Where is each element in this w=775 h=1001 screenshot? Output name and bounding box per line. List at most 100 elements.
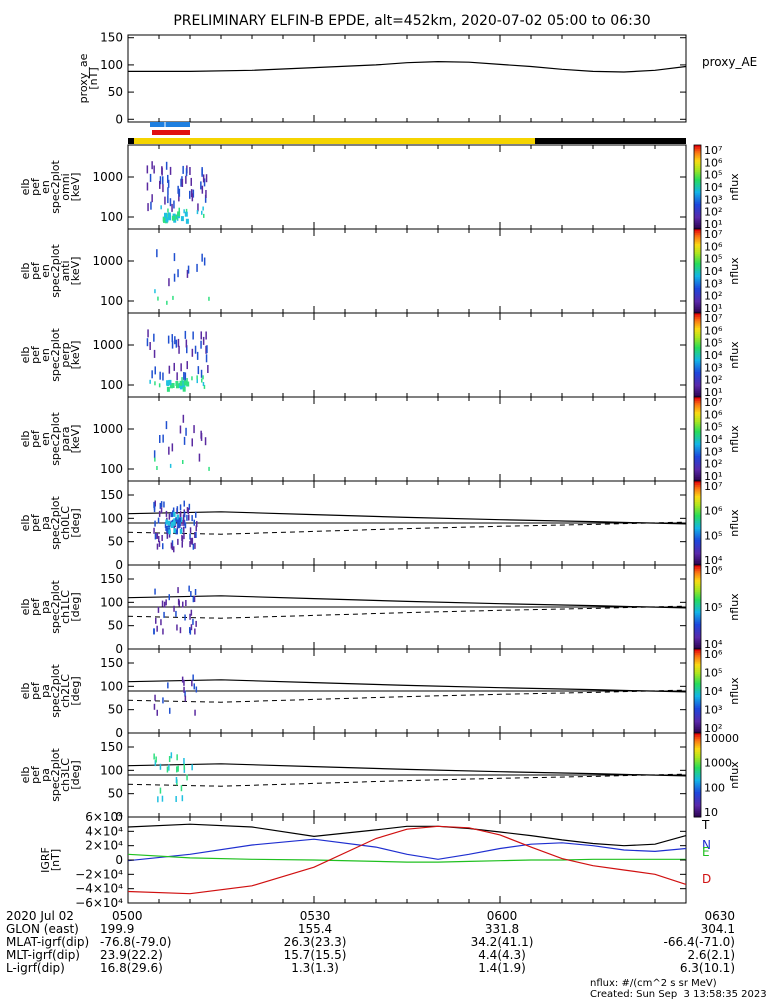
colorbar-segment [694, 203, 701, 207]
colorbar-segment [694, 327, 701, 331]
spectrogram-pixel [186, 361, 188, 370]
footer-cell: 1.3(1.3) [291, 961, 339, 975]
spectrogram-ylabel-line: en [39, 180, 52, 194]
colorbar-segment [694, 613, 701, 616]
colorbar-segment [694, 340, 701, 343]
spectrogram-pixel [156, 249, 158, 258]
spectrogram-pixel [201, 168, 203, 177]
colorbar-segment [694, 457, 701, 461]
colorbar-tick-label: 10⁴ [704, 265, 723, 278]
colorbar-segment [694, 571, 701, 574]
colorbar-segment [694, 350, 701, 354]
spectrogram-tick-label: 1000 [92, 422, 123, 436]
spectrogram-pixel [154, 289, 156, 294]
spectrogram-pixel [185, 175, 187, 184]
colorbar-segment [694, 394, 701, 398]
spectrogram-pixel [200, 181, 202, 190]
spectrogram-ylabel-line: anti [59, 260, 72, 281]
colorbar-segment [694, 783, 701, 786]
pitch-angle-ylabel-line: spec2plot [49, 748, 62, 802]
colorbar-tick-label: 10 [704, 806, 718, 819]
colorbar-segment [694, 214, 701, 217]
spectrogram-pixel [149, 379, 151, 384]
spectrogram-pixel [191, 193, 194, 202]
colorbar-segment [694, 775, 701, 778]
colorbar-segment [694, 449, 701, 453]
spectrogram-ylabel-line: [keV] [69, 257, 82, 286]
footer-cell: 4.4(4.3) [478, 948, 526, 962]
spectrogram-pixel [151, 161, 153, 170]
colorbar-segment [694, 430, 701, 434]
pitch-angle-pixel [177, 587, 179, 594]
spectrogram-pixel [179, 425, 182, 434]
colorbar-segment [694, 535, 701, 539]
pitch-angle-pixel [191, 515, 193, 522]
spectrogram-pixel [169, 166, 172, 175]
colorbar-segment [694, 287, 701, 291]
pitch-angle-tick-label: 150 [100, 656, 123, 670]
spectrogram-pixel [179, 384, 183, 390]
spectrogram-tick-label: 1000 [92, 338, 123, 352]
pitch-angle-pixel [195, 511, 197, 518]
loss-cone-line [127, 511, 687, 525]
spectrogram-pixel [146, 182, 149, 191]
pitch-angle-pixel [183, 758, 185, 764]
colorbar-segment [694, 481, 701, 484]
pitch-angle-pixel [157, 796, 159, 803]
colorbar-segment [694, 348, 701, 352]
colorbar-segment [694, 371, 701, 375]
colorbar-segment [694, 195, 701, 198]
spectrogram-pixel [203, 213, 205, 218]
colorbar-segment [694, 693, 701, 696]
pitch-angle-tick-label: 100 [100, 763, 123, 777]
colorbar-segment [694, 812, 701, 816]
spectrogram-pixel [204, 437, 207, 446]
colorbar-segment [694, 504, 701, 507]
colorbar-segment [694, 268, 701, 272]
spectrogram-pixel [174, 336, 176, 345]
colorbar-segment [694, 800, 701, 803]
footer-cell: 0600 [486, 909, 518, 923]
colorbar-segment [694, 728, 701, 732]
colorbar-segment [694, 688, 701, 692]
spectrogram-pixel [154, 457, 156, 462]
colorbar-segment [694, 315, 701, 318]
colorbar-tick-label: 10⁴ [704, 638, 723, 651]
pitch-angle-pixel [177, 519, 180, 525]
colorbar-segment [694, 709, 701, 713]
pitch-angle-pixel [154, 533, 157, 540]
spectrogram-pixel [190, 177, 192, 186]
colorbar-segment [694, 325, 701, 329]
spectrogram-tick-label: 100 [100, 294, 123, 308]
colorbar-segment [694, 155, 701, 159]
footer-cell: -66.4(-71.0) [663, 935, 735, 949]
colorbar-segment [694, 355, 701, 358]
colorbar-tick-label: 10⁷ [704, 396, 722, 409]
spectrogram-frame [127, 228, 687, 314]
spectrogram-pixel [205, 331, 207, 340]
spectrogram-pixel [201, 185, 204, 194]
science-zone-bar-red [152, 130, 190, 135]
colorbar-tick-label: 10² [704, 458, 722, 471]
orbit-bar-black [535, 138, 686, 144]
spectrogram-pixel [198, 453, 201, 462]
colorbar-segment [694, 583, 701, 587]
pitch-angle-pixel [192, 674, 194, 681]
pitch-angle-pixel [182, 601, 184, 608]
spectrogram-pixel [197, 366, 200, 375]
pitch-angle-pixel [177, 765, 179, 772]
pitch-angle-pixel [182, 517, 185, 524]
panels-layer: 150100500proxy_ae[nT]proxy_AE1000100elbp… [19, 31, 757, 910]
spectrogram-pixel [167, 174, 169, 183]
spectrogram-ylabel-line: [keV] [69, 425, 82, 454]
pitch-angle-pixel [154, 588, 156, 595]
pitch-angle-pixel [190, 624, 193, 631]
spectrogram-pixel [182, 386, 186, 392]
pitch-angle-pixel [156, 543, 159, 550]
pitch-angle-pixel [163, 611, 165, 618]
proxy-ae-ylabel: proxy_ae[nT] [77, 53, 100, 103]
colorbar-segment [694, 707, 701, 711]
spectrogram-pixel [154, 366, 156, 375]
